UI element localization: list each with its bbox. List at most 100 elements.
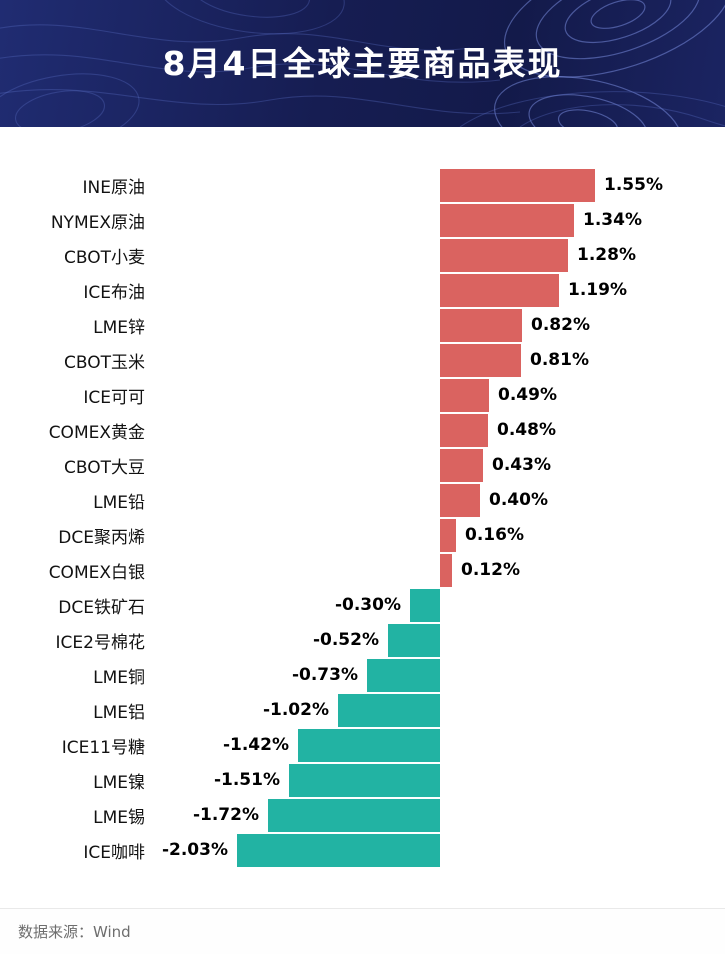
positive-bar <box>440 484 480 517</box>
chart-row: LME铝 -1.02% <box>0 693 725 728</box>
plot-area: -2.03% <box>155 833 725 868</box>
positive-bar <box>440 344 521 377</box>
footer: 数据来源：Wind <box>0 908 725 954</box>
chart-row: LME铜 -0.73% <box>0 658 725 693</box>
positive-bar <box>440 519 456 552</box>
positive-bar <box>440 274 559 307</box>
value-label: -1.72% <box>192 805 259 825</box>
page-title: 8月4日全球主要商品表现 <box>162 43 563 83</box>
plot-area: 0.12% <box>155 553 725 588</box>
category-label: COMEX黄金 <box>48 423 145 443</box>
value-label: 0.43% <box>492 455 551 475</box>
plot-area: -1.72% <box>155 798 725 833</box>
plot-area: 0.40% <box>155 483 725 518</box>
value-label: 0.49% <box>498 385 557 405</box>
category-label: ICE11号糖 <box>61 738 145 758</box>
category-label: ICE可可 <box>83 388 145 408</box>
plot-area: -1.51% <box>155 763 725 798</box>
plot-area: 0.43% <box>155 448 725 483</box>
negative-bar <box>298 729 440 762</box>
chart-row: ICE咖啡 -2.03% <box>0 833 725 868</box>
category-label: ICE咖啡 <box>83 843 145 863</box>
category-label: ICE布油 <box>83 283 145 303</box>
value-label: 0.12% <box>461 560 520 580</box>
chart-row: COMEX黄金 0.48% <box>0 413 725 448</box>
category-label: LME锡 <box>93 808 145 828</box>
plot-area: 1.55% <box>155 168 725 203</box>
negative-bar <box>289 764 440 797</box>
positive-bar <box>440 449 483 482</box>
plot-area: 1.34% <box>155 203 725 238</box>
plot-area: 0.49% <box>155 378 725 413</box>
chart-row: DCE铁矿石 -0.30% <box>0 588 725 623</box>
chart-row: CBOT小麦 1.28% <box>0 238 725 273</box>
category-label: CBOT小麦 <box>64 248 145 268</box>
value-label: -2.03% <box>161 840 228 860</box>
negative-bar <box>367 659 440 692</box>
value-label: -0.73% <box>291 665 358 685</box>
chart-row: ICE11号糖 -1.42% <box>0 728 725 763</box>
value-label: 1.55% <box>604 175 663 195</box>
value-label: -1.02% <box>262 700 329 720</box>
value-label: -1.51% <box>213 770 280 790</box>
category-label: DCE聚丙烯 <box>58 528 145 548</box>
topo-contour-decoration <box>0 0 725 127</box>
positive-bar <box>440 379 489 412</box>
category-label: LME铅 <box>93 493 145 513</box>
positive-bar <box>440 554 452 587</box>
chart-row: COMEX白银 0.12% <box>0 553 725 588</box>
negative-bar <box>388 624 440 657</box>
chart-row: LME锡 -1.72% <box>0 798 725 833</box>
plot-area: 0.16% <box>155 518 725 553</box>
chart-row: CBOT大豆 0.43% <box>0 448 725 483</box>
header-banner: 8月4日全球主要商品表现 <box>0 0 725 127</box>
chart-row: LME锌 0.82% <box>0 308 725 343</box>
positive-bar <box>440 204 574 237</box>
positive-bar <box>440 414 488 447</box>
plot-area: -1.02% <box>155 693 725 728</box>
category-label: COMEX白银 <box>48 563 145 583</box>
negative-bar <box>338 694 440 727</box>
value-label: 0.81% <box>530 350 589 370</box>
value-label: 0.48% <box>497 420 556 440</box>
chart-row: NYMEX原油 1.34% <box>0 203 725 238</box>
category-label: ICE2号棉花 <box>55 633 145 653</box>
value-label: -0.30% <box>334 595 401 615</box>
category-label: NYMEX原油 <box>50 213 145 233</box>
category-label: CBOT大豆 <box>64 458 145 478</box>
positive-bar <box>440 169 595 202</box>
plot-area: -1.42% <box>155 728 725 763</box>
chart-row: LME铅 0.40% <box>0 483 725 518</box>
data-source-label: 数据来源：Wind <box>18 923 131 941</box>
plot-area: -0.52% <box>155 623 725 658</box>
negative-bar <box>410 589 440 622</box>
category-label: DCE铁矿石 <box>58 598 145 618</box>
category-label: LME铜 <box>93 668 145 688</box>
chart-row: DCE聚丙烯 0.16% <box>0 518 725 553</box>
category-label: LME镍 <box>93 773 145 793</box>
chart-row: LME镍 -1.51% <box>0 763 725 798</box>
chart-row: CBOT玉米 0.81% <box>0 343 725 378</box>
chart-row: INE原油 1.55% <box>0 168 725 203</box>
positive-bar <box>440 239 568 272</box>
plot-area: -0.73% <box>155 658 725 693</box>
plot-area: 1.19% <box>155 273 725 308</box>
value-label: 0.16% <box>465 525 524 545</box>
category-label: CBOT玉米 <box>64 353 145 373</box>
value-label: -0.52% <box>312 630 379 650</box>
negative-bar <box>268 799 440 832</box>
plot-area: 0.81% <box>155 343 725 378</box>
chart-row: ICE可可 0.49% <box>0 378 725 413</box>
category-label: LME铝 <box>93 703 145 723</box>
positive-bar <box>440 309 522 342</box>
category-label: LME锌 <box>93 318 145 338</box>
value-label: 1.28% <box>577 245 636 265</box>
value-label: -1.42% <box>222 735 289 755</box>
bar-chart: INE原油 1.55% NYMEX原油 1.34% CBOT小麦 1.28% ICE布油 1.… <box>0 127 725 908</box>
value-label: 0.40% <box>489 490 548 510</box>
negative-bar <box>237 834 440 867</box>
value-label: 1.34% <box>583 210 642 230</box>
category-label: INE原油 <box>82 178 145 198</box>
plot-area: 1.28% <box>155 238 725 273</box>
